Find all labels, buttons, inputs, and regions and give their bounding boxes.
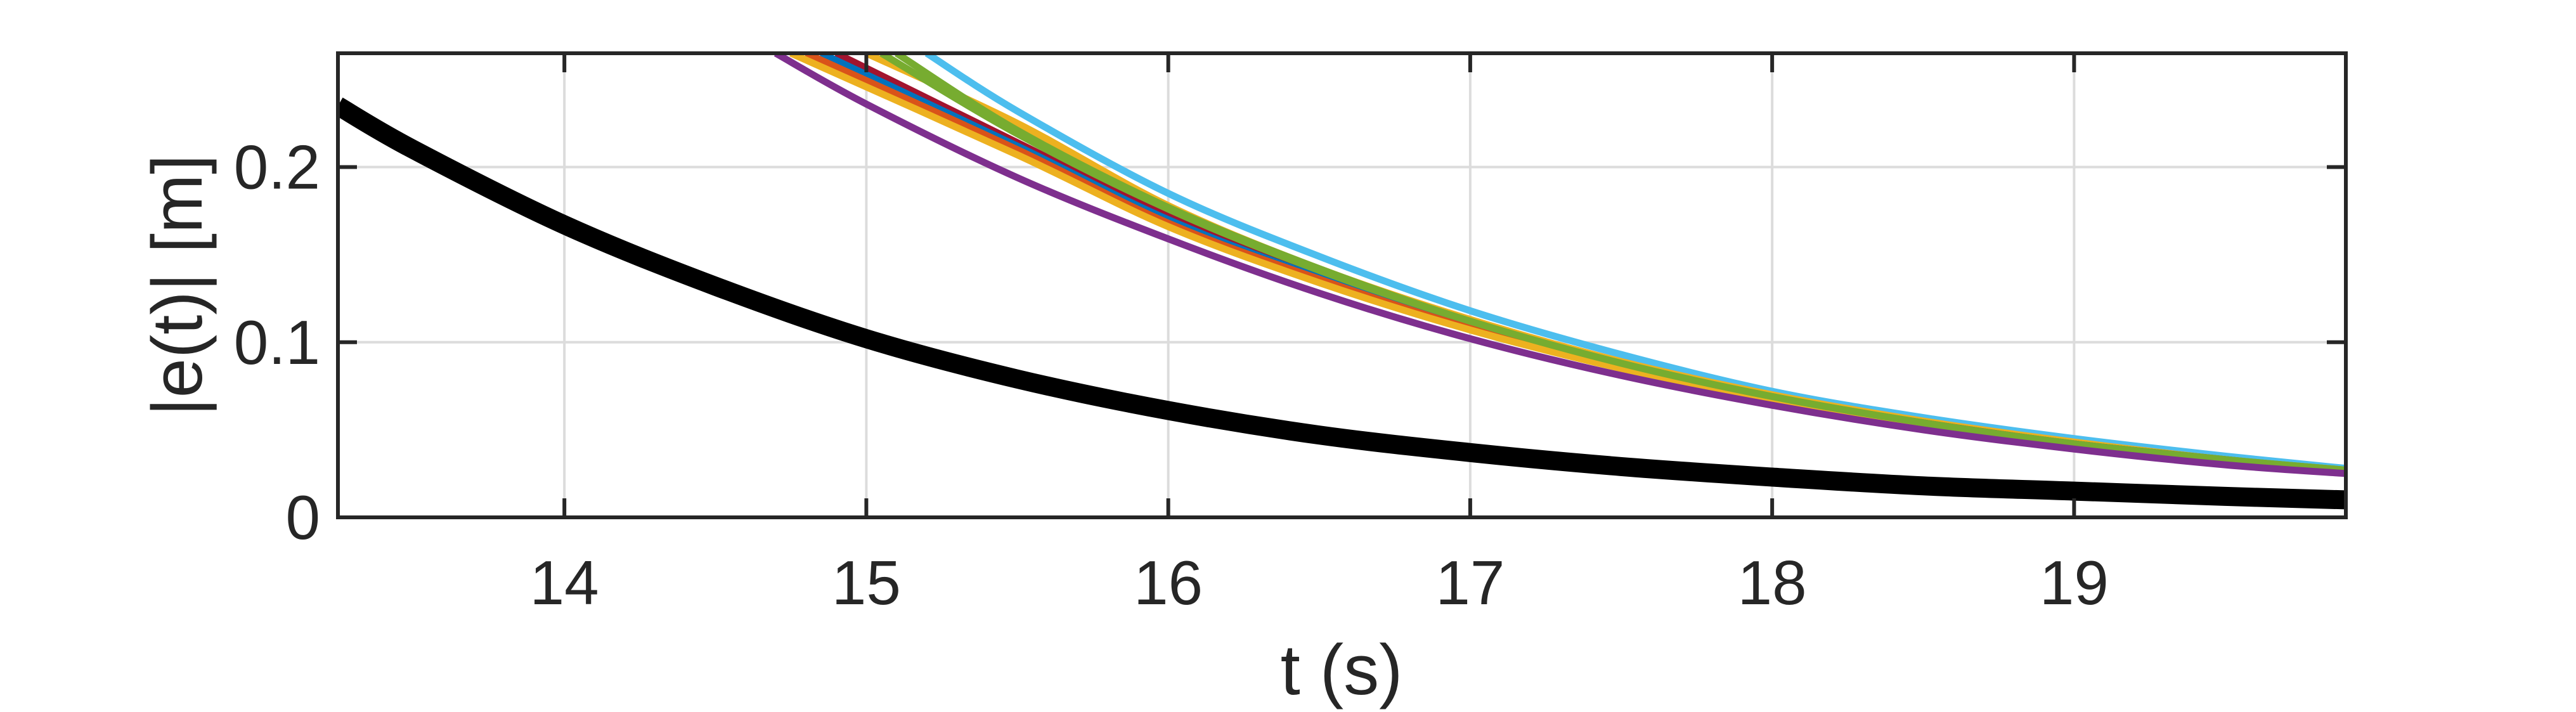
x-tick-labels: 14 15 16 17 18 19 — [530, 548, 2109, 618]
x-axis-label: t (s) — [1281, 630, 1403, 709]
y-tick-label: 0 — [285, 482, 320, 552]
grid-lines — [338, 53, 2346, 517]
x-tick-label: 17 — [1435, 548, 1505, 618]
x-tick-label: 15 — [832, 548, 901, 618]
y-tick-label: 0.2 — [234, 133, 320, 202]
series-group — [338, 53, 2346, 510]
plot-frame — [336, 51, 2348, 519]
agent-error-line-8 — [895, 53, 2346, 474]
agent-error-line-1 — [924, 53, 2346, 472]
tick-marks — [338, 53, 2346, 519]
reference-error-line — [338, 97, 2346, 510]
y-tick-label: 0.1 — [234, 307, 320, 377]
x-tick-label: 18 — [1738, 548, 1807, 618]
y-tick-labels: 0 0.1 0.2 — [234, 133, 320, 552]
agent-error-line-9 — [773, 53, 2346, 477]
y-axis-label: |e(t)| [m] — [138, 155, 217, 417]
x-tick-label: 19 — [2040, 548, 2109, 618]
x-tick-label: 16 — [1134, 548, 1203, 618]
x-tick-label: 14 — [530, 548, 599, 618]
